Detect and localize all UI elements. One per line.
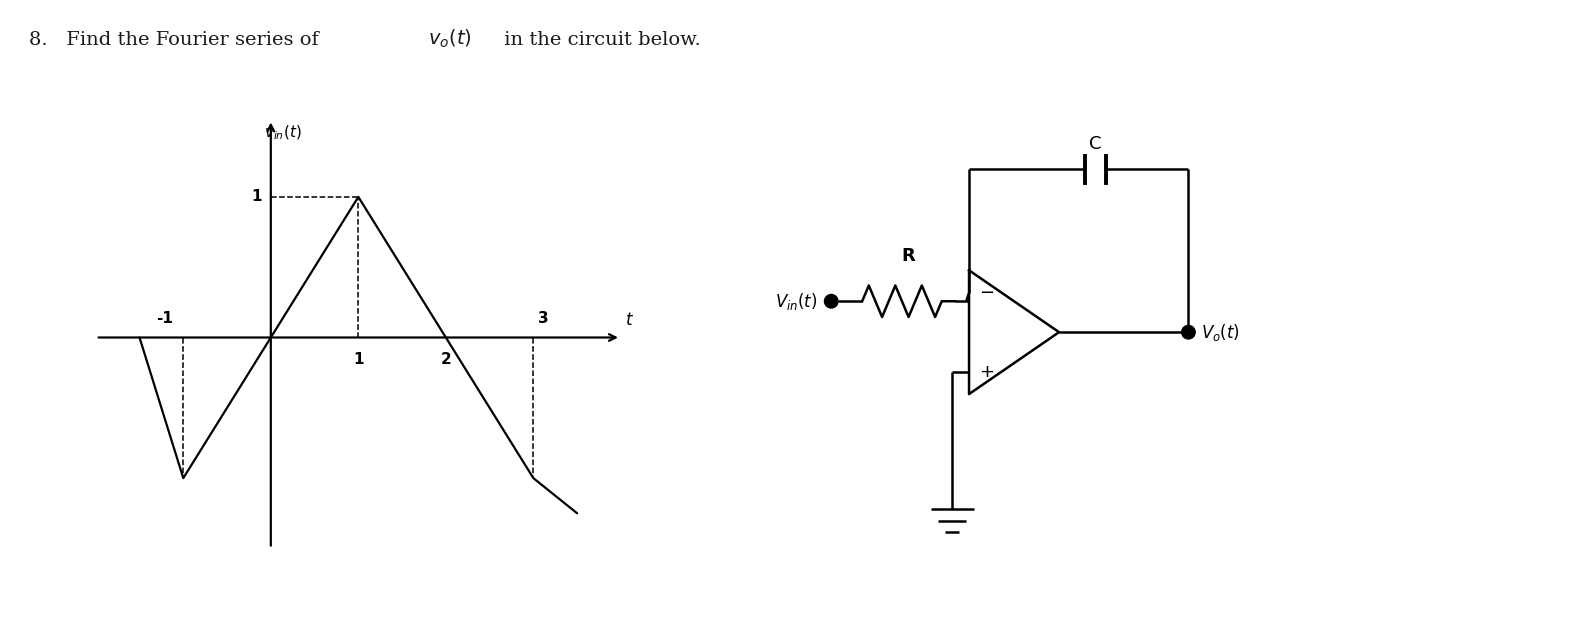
Circle shape (1181, 326, 1195, 339)
Text: $V_o(t)$: $V_o(t)$ (1200, 322, 1240, 342)
Text: R: R (902, 247, 916, 264)
Text: $v_o(t)$: $v_o(t)$ (428, 28, 471, 51)
Text: −: − (980, 284, 994, 302)
Text: -1: -1 (156, 311, 172, 326)
Text: in the circuit below.: in the circuit below. (498, 31, 701, 49)
Circle shape (825, 294, 838, 308)
Text: $v_{in}(t)$: $v_{in}(t)$ (263, 124, 302, 142)
Text: 3: 3 (538, 311, 549, 326)
Text: 1: 1 (252, 189, 262, 204)
Text: 1: 1 (353, 351, 364, 366)
Text: 2: 2 (440, 351, 452, 366)
Text: 8.   Find the Fourier series of: 8. Find the Fourier series of (29, 31, 324, 49)
Text: +: + (980, 362, 994, 381)
Text: $V_{in}(t)$: $V_{in}(t)$ (774, 291, 817, 312)
Text: $t$: $t$ (626, 311, 634, 329)
Text: C: C (1090, 135, 1101, 153)
